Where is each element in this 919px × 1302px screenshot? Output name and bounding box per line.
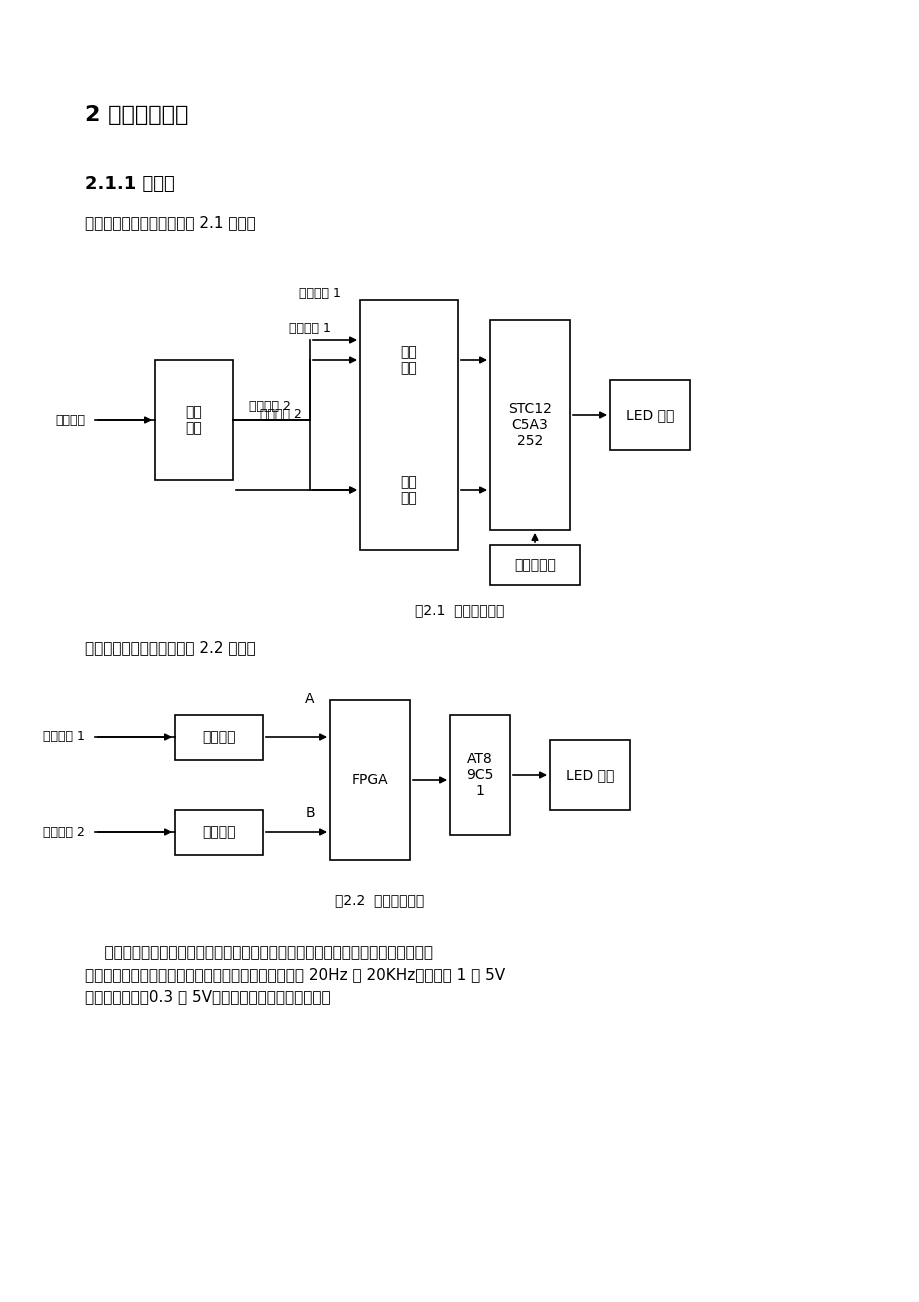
Text: 2.1.1 方案一: 2.1.1 方案一 — [85, 174, 175, 193]
FancyBboxPatch shape — [359, 299, 458, 549]
Text: 待测信号 1: 待测信号 1 — [299, 286, 341, 299]
FancyBboxPatch shape — [609, 380, 689, 450]
FancyBboxPatch shape — [490, 546, 579, 585]
Text: 整形
电路: 整形 电路 — [400, 345, 417, 375]
Text: 整形电路: 整形电路 — [202, 825, 235, 840]
Text: 整形
电路: 整形 电路 — [400, 475, 417, 505]
FancyBboxPatch shape — [490, 320, 570, 530]
Text: 待测信号 2: 待测信号 2 — [43, 825, 85, 838]
FancyBboxPatch shape — [449, 715, 509, 835]
Text: 待测信号 2: 待测信号 2 — [260, 409, 301, 422]
Text: FPGA: FPGA — [351, 773, 388, 786]
FancyBboxPatch shape — [330, 700, 410, 861]
FancyBboxPatch shape — [369, 310, 448, 410]
Text: 2 总体方案设计: 2 总体方案设计 — [85, 105, 188, 125]
Text: 图2.1  方案一方框图: 图2.1 方案一方框图 — [414, 603, 505, 617]
Text: STC12
C5A3
252: STC12 C5A3 252 — [507, 402, 551, 448]
FancyBboxPatch shape — [154, 359, 233, 480]
FancyBboxPatch shape — [175, 810, 263, 855]
Text: LED 显示: LED 显示 — [565, 768, 614, 783]
Text: 整形电路: 整形电路 — [202, 730, 235, 745]
Text: 键盘控制切: 键盘控制切 — [514, 559, 555, 572]
Text: 方案一的结构框图如下列图 2.1 所示。: 方案一的结构框图如下列图 2.1 所示。 — [85, 215, 255, 230]
Text: 方案二的结构框图如下列图 2.2 所示。: 方案二的结构框图如下列图 2.2 所示。 — [85, 641, 255, 655]
Text: 图2.2  方案二方框图: 图2.2 方案二方框图 — [335, 893, 425, 907]
Text: AT8
9C5
1: AT8 9C5 1 — [466, 751, 494, 798]
Text: 待测信号 1: 待测信号 1 — [289, 322, 331, 335]
Text: 输入信号: 输入信号 — [55, 414, 85, 427]
Text: 量信号，它们是两个频率相同的正弦信号，频率范围为 20Hz 到 20KHz，幅度为 1 到 5V: 量信号，它们是两个频率相同的正弦信号，频率范围为 20Hz 到 20KHz，幅度… — [85, 967, 505, 982]
Text: B: B — [305, 806, 314, 820]
Text: 待测信号 2: 待测信号 2 — [249, 400, 290, 413]
Text: A: A — [305, 691, 314, 706]
Text: 移相
电路: 移相 电路 — [186, 405, 202, 435]
FancyBboxPatch shape — [550, 740, 630, 810]
FancyBboxPatch shape — [369, 440, 448, 540]
Text: LED 显示: LED 显示 — [625, 408, 674, 422]
Text: 本设计要完成信号频率的测量和相位差的测量。设计中有两路输入信号，也是被测: 本设计要完成信号频率的测量和相位差的测量。设计中有两路输入信号，也是被测 — [85, 945, 433, 960]
Text: 待测信号 1: 待测信号 1 — [43, 730, 85, 743]
Text: （可以扩展到（0.3 到 5V），但两者幅度不一定相等。: （可以扩展到（0.3 到 5V），但两者幅度不一定相等。 — [85, 990, 330, 1004]
FancyBboxPatch shape — [175, 715, 263, 760]
